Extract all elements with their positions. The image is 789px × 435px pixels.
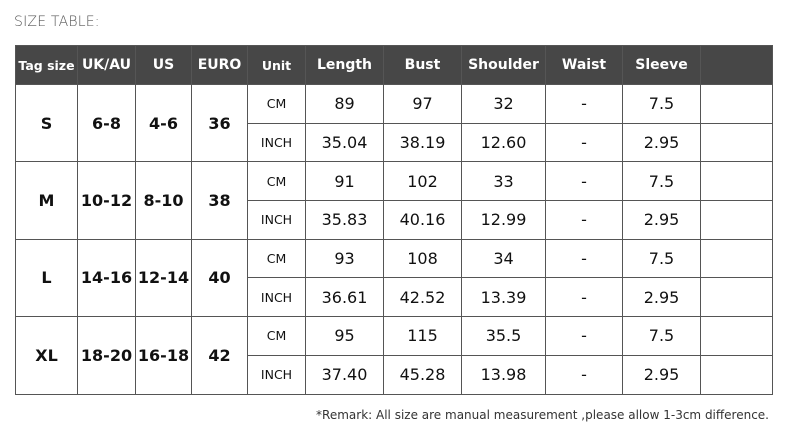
waist-cell: - xyxy=(545,354,623,395)
euro-cell: 38 xyxy=(191,161,248,240)
shoulder-cell: 12.60 xyxy=(461,122,546,163)
unit-cell: CM xyxy=(247,238,306,279)
waist-cell: - xyxy=(545,122,623,163)
us-cell: 16-18 xyxy=(135,316,192,395)
bust-cell: 38.19 xyxy=(383,122,462,163)
header-us: US xyxy=(135,45,192,85)
shoulder-cell: 13.98 xyxy=(461,354,546,395)
bust-cell: 97 xyxy=(383,84,462,124)
unit-cell: INCH xyxy=(247,122,306,163)
shoulder-cell: 13.39 xyxy=(461,277,546,318)
shoulder-cell: 12.99 xyxy=(461,200,546,240)
bust-cell: 102 xyxy=(383,161,462,202)
tag-cell: XL xyxy=(15,316,78,395)
header-tag-size: Tag size xyxy=(15,45,78,85)
tag-cell: L xyxy=(15,238,78,318)
blank-cell xyxy=(700,84,773,124)
unit-cell: CM xyxy=(247,161,306,202)
table-row-l-cm: L 14-16 12-14 40 CM 93 108 34-7.5 xyxy=(15,238,773,318)
length-cell: 95 xyxy=(305,316,384,356)
euro-cell: 36 xyxy=(191,83,248,163)
table-row-s-cm: S 6-8 4-6 36 CM 89 97 32-7.5 xyxy=(15,83,773,163)
header-sleeve: Sleeve xyxy=(622,45,701,85)
shoulder-cell: 35.5 xyxy=(461,316,546,356)
sleeve-cell: 7.5 xyxy=(622,161,701,202)
sleeve-cell: 7.5 xyxy=(622,238,701,279)
header-row: Tag size UK/AU US EURO Unit Length Bust Shoulde… xyxy=(15,45,773,85)
sleeve-cell: 7.5 xyxy=(622,316,701,356)
blank-cell xyxy=(700,354,773,395)
uk-cell: 6-8 xyxy=(77,83,136,163)
sleeve-cell: 2.95 xyxy=(622,122,701,163)
blank-cell xyxy=(700,238,773,279)
us-cell: 8-10 xyxy=(135,161,192,240)
length-cell: 35.83 xyxy=(305,200,384,240)
blank-cell xyxy=(700,277,773,318)
table-row-l-inch: INCH 36.61 42.52 13.39-2.95 xyxy=(16,277,773,318)
euro-cell: 40 xyxy=(191,238,248,318)
table-row-xl-cm: XL 18-20 16-18 42 CM 95 115 35.5-7.5 xyxy=(15,316,773,395)
blank-cell xyxy=(700,200,773,240)
length-cell: 93 xyxy=(305,238,384,279)
sleeve-cell: 7.5 xyxy=(622,84,701,124)
unit-cell: CM xyxy=(247,84,306,124)
waist-cell: - xyxy=(545,277,623,318)
euro-cell: 42 xyxy=(191,316,248,395)
uk-cell: 14-16 xyxy=(77,238,136,318)
length-cell: 91 xyxy=(305,161,384,202)
us-cell: 4-6 xyxy=(135,83,192,163)
bust-cell: 42.52 xyxy=(383,277,462,318)
shoulder-cell: 32 xyxy=(461,84,546,124)
header-shoulder: Shoulder xyxy=(461,45,546,85)
length-cell: 36.61 xyxy=(305,277,384,318)
tag-cell: S xyxy=(15,83,78,163)
waist-cell: - xyxy=(545,200,623,240)
length-cell: 37.40 xyxy=(305,354,384,395)
bust-cell: 40.16 xyxy=(383,200,462,240)
sleeve-cell: 2.95 xyxy=(622,277,701,318)
waist-cell: - xyxy=(545,238,623,279)
blank-cell xyxy=(700,316,773,356)
sleeve-cell: 2.95 xyxy=(622,354,701,395)
bust-cell: 45.28 xyxy=(383,354,462,395)
header-uk-au: UK/AU xyxy=(77,45,136,85)
uk-cell: 10-12 xyxy=(77,161,136,240)
length-cell: 35.04 xyxy=(305,122,384,163)
header-blank xyxy=(700,45,773,85)
waist-cell: - xyxy=(545,84,623,124)
shoulder-cell: 34 xyxy=(461,238,546,279)
header-unit: Unit xyxy=(247,45,306,85)
blank-cell xyxy=(700,122,773,163)
shoulder-cell: 33 xyxy=(461,161,546,202)
header-waist: Waist xyxy=(545,45,623,85)
waist-cell: - xyxy=(545,161,623,202)
unit-cell: INCH xyxy=(247,277,306,318)
waist-cell: - xyxy=(545,316,623,356)
table-row-m-cm: M 10-12 8-10 38 CM 91 102 33-7.5 xyxy=(15,161,773,240)
tag-cell: M xyxy=(15,161,78,240)
unit-cell: INCH xyxy=(247,354,306,395)
header-length: Length xyxy=(305,45,384,85)
bust-cell: 115 xyxy=(383,316,462,356)
size-table: Tag size UK/AU US EURO Unit Length Bust Shoulde… xyxy=(15,45,773,395)
unit-cell: CM xyxy=(247,316,306,356)
blank-cell xyxy=(700,161,773,202)
bust-cell: 108 xyxy=(383,238,462,279)
unit-cell: INCH xyxy=(247,200,306,240)
sleeve-cell: 2.95 xyxy=(622,200,701,240)
header-euro: EURO xyxy=(191,45,248,85)
length-cell: 89 xyxy=(305,84,384,124)
table-row-s-inch: INCH 35.04 38.19 12.60-2.95 xyxy=(16,122,773,163)
remark-note: *Remark: All size are manual measurement… xyxy=(316,408,769,422)
header-bust: Bust xyxy=(383,45,462,85)
uk-cell: 18-20 xyxy=(77,316,136,395)
table-row-xl-inch: INCH 37.40 45.28 13.98-2.95 xyxy=(16,354,773,395)
us-cell: 12-14 xyxy=(135,238,192,318)
page-title: SIZE TABLE: xyxy=(14,14,100,30)
